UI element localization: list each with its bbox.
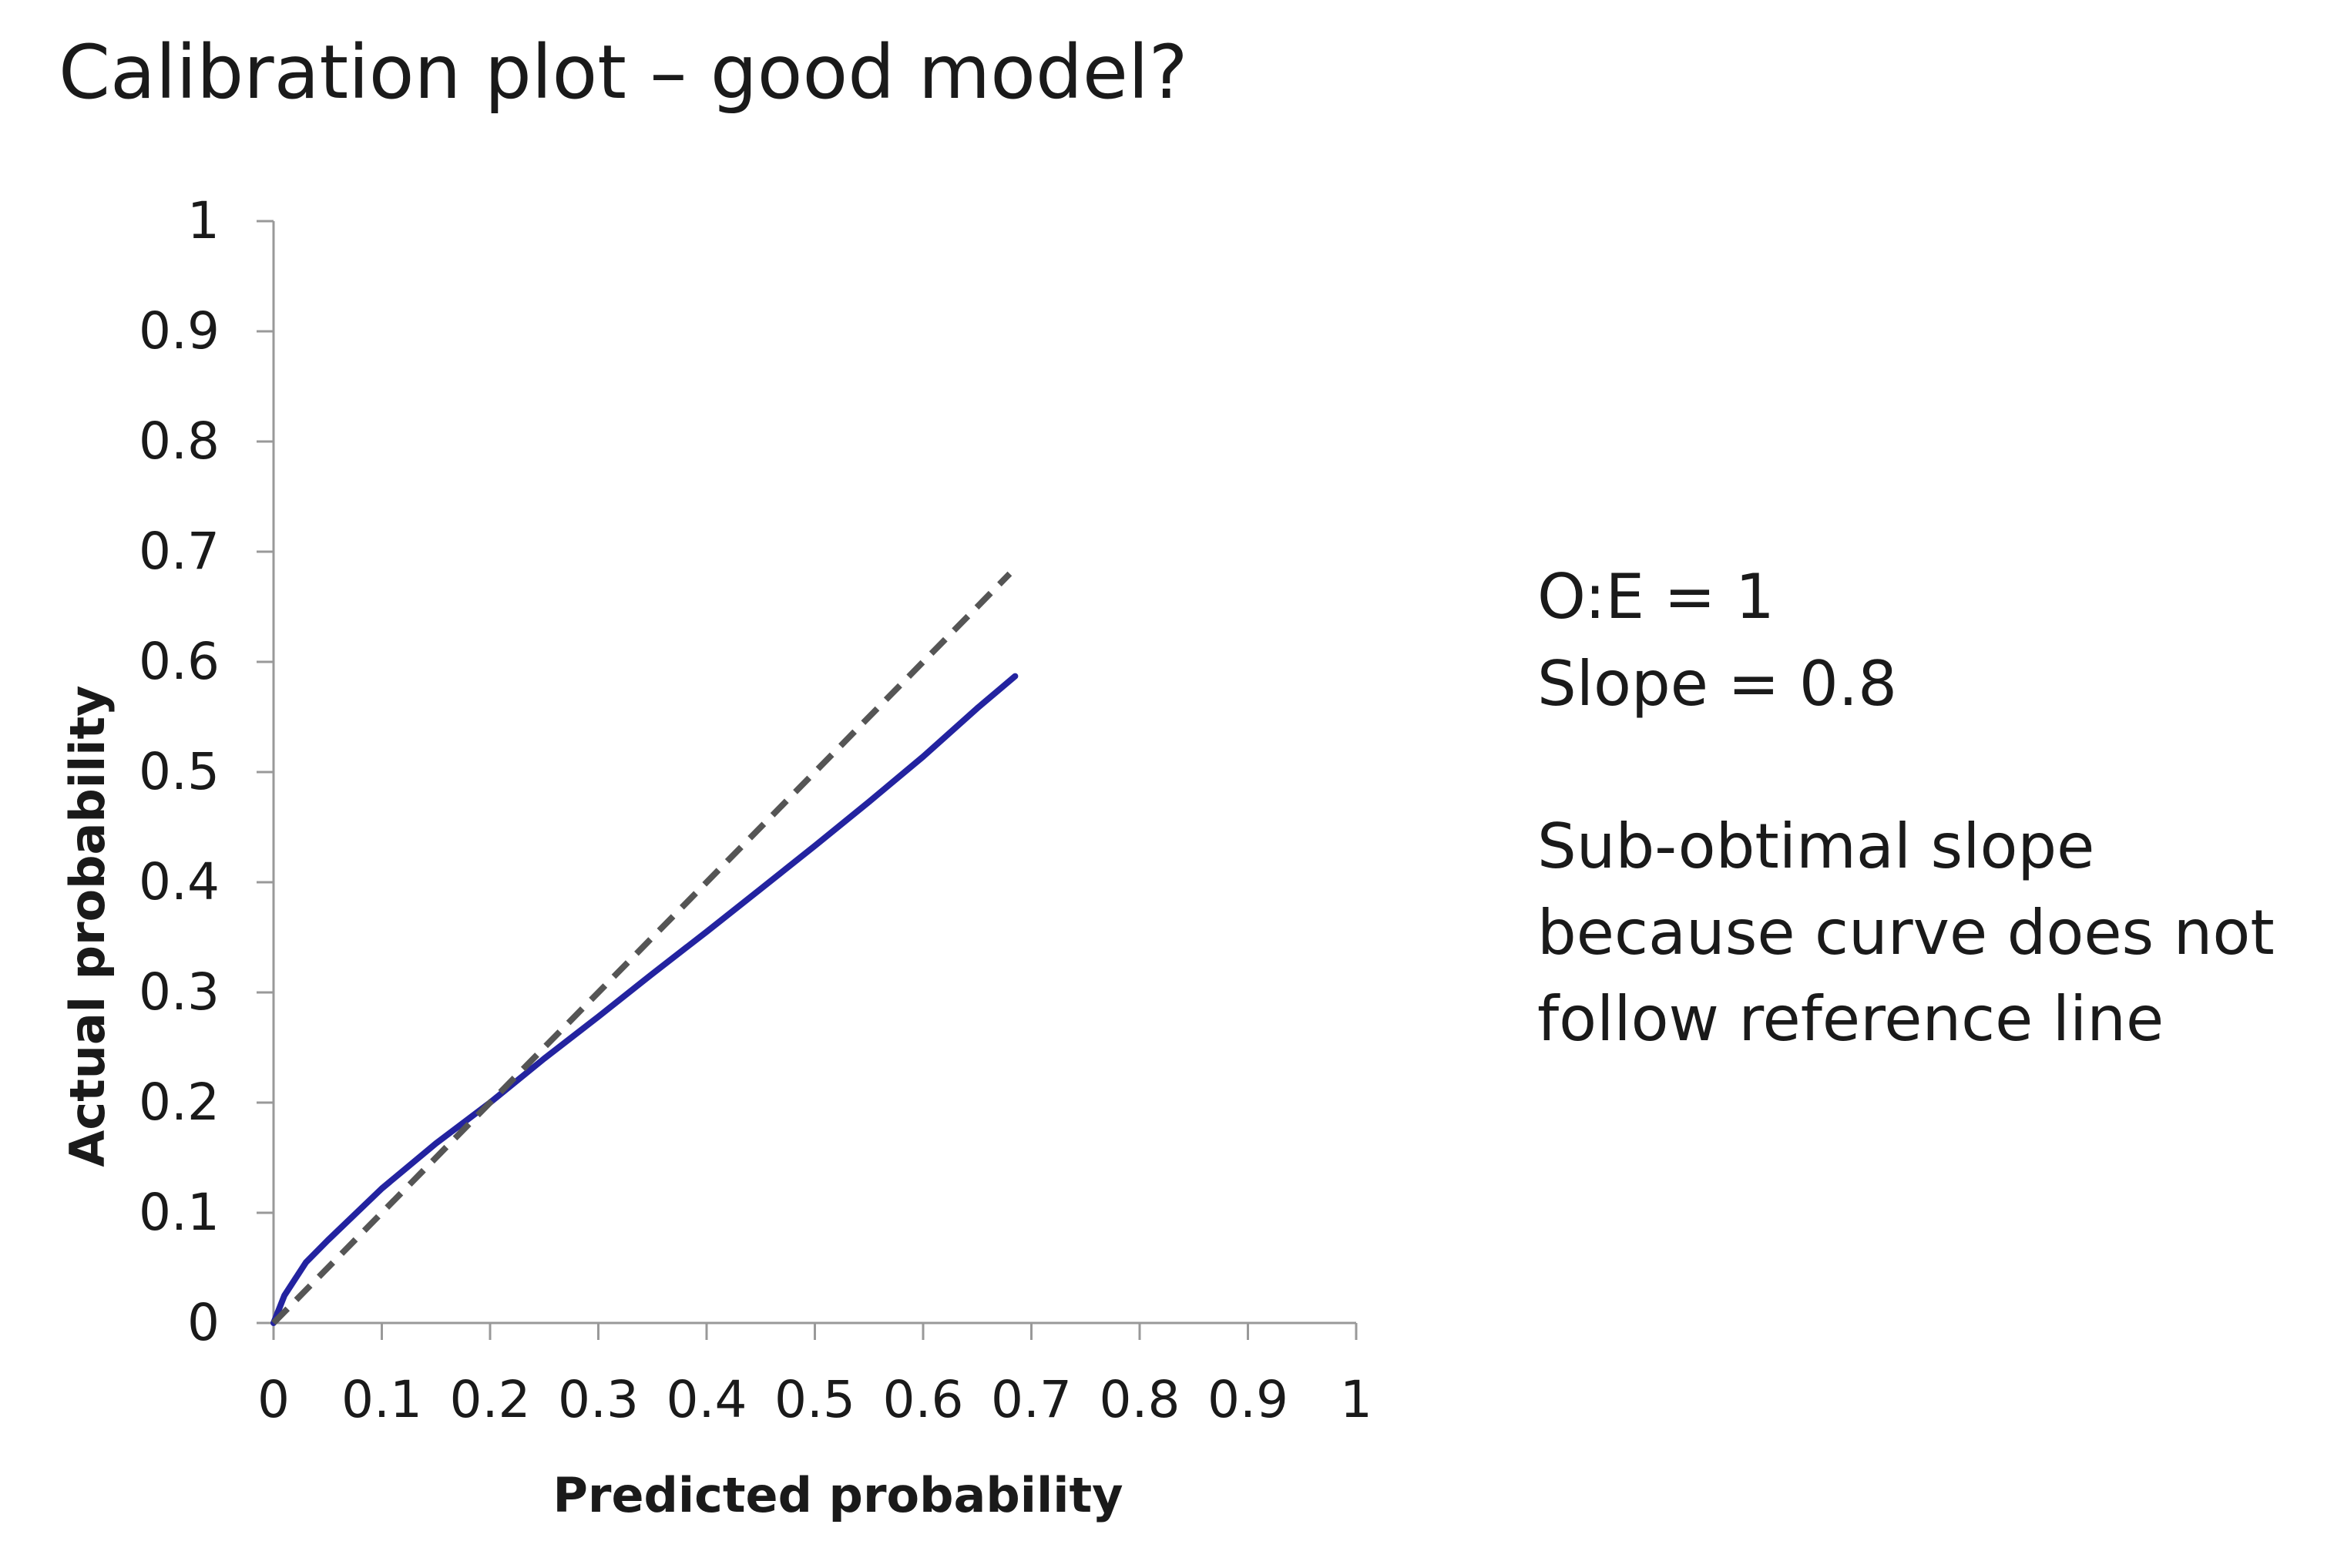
x-tick-label: 0 (257, 1370, 290, 1429)
y-tick-label: 0.3 (139, 962, 220, 1022)
reference-line (271, 571, 1013, 1325)
x-tick-label: 0.4 (667, 1370, 747, 1429)
y-axis-title: Actual probability (59, 685, 116, 1167)
y-tick-label: 0.4 (139, 852, 220, 912)
note-line: Sub-obtimal slope (1537, 811, 2095, 882)
note-line: because curve does not (1537, 897, 2275, 969)
y-tick-label: 0.2 (139, 1073, 220, 1132)
x-axis-title: Predicted probability (552, 1467, 1123, 1523)
x-tick-label: 0.3 (558, 1370, 639, 1429)
note-line: follow reference line (1537, 983, 2164, 1055)
oe-ratio-text: O:E = 1 (1537, 561, 1775, 633)
chart-ticks: 0 0.1 0.2 0.3 0.4 0.5 0.6 0.7 0.8 0.9 1 0 0.1 0.2 0.3 0… (139, 191, 1372, 1429)
x-tick-label: 0.2 (450, 1370, 531, 1429)
x-tick-label: 0.5 (774, 1370, 855, 1429)
calibration-curve (270, 673, 1019, 1326)
x-tick-label: 0.7 (991, 1370, 1072, 1429)
y-tick-label: 0.9 (139, 301, 220, 361)
x-tick-label: 0.8 (1100, 1370, 1180, 1429)
y-tick-label: 0.5 (139, 742, 220, 801)
slope-text: Slope = 0.8 (1537, 648, 1898, 720)
calibration-note: Sub-obtimal slope because curve does not… (1537, 804, 2275, 1063)
slide-title: Calibration plot – good model? (59, 29, 1188, 116)
y-tick-label: 0.6 (139, 632, 220, 691)
x-tick-label: 0.9 (1207, 1370, 1288, 1429)
y-tick-label: 1 (187, 191, 220, 250)
x-tick-label: 1 (1340, 1370, 1372, 1429)
calibration-stats: O:E = 1 Slope = 0.8 (1537, 553, 1897, 727)
x-tick-label: 0.1 (341, 1370, 422, 1429)
y-tick-label: 0.1 (139, 1183, 220, 1242)
y-tick-label: 0.8 (139, 411, 220, 471)
x-tick-label: 0.6 (883, 1370, 964, 1429)
y-tick-label: 0.7 (139, 522, 220, 581)
y-tick-label: 0 (187, 1293, 220, 1352)
chart-series (270, 571, 1019, 1326)
